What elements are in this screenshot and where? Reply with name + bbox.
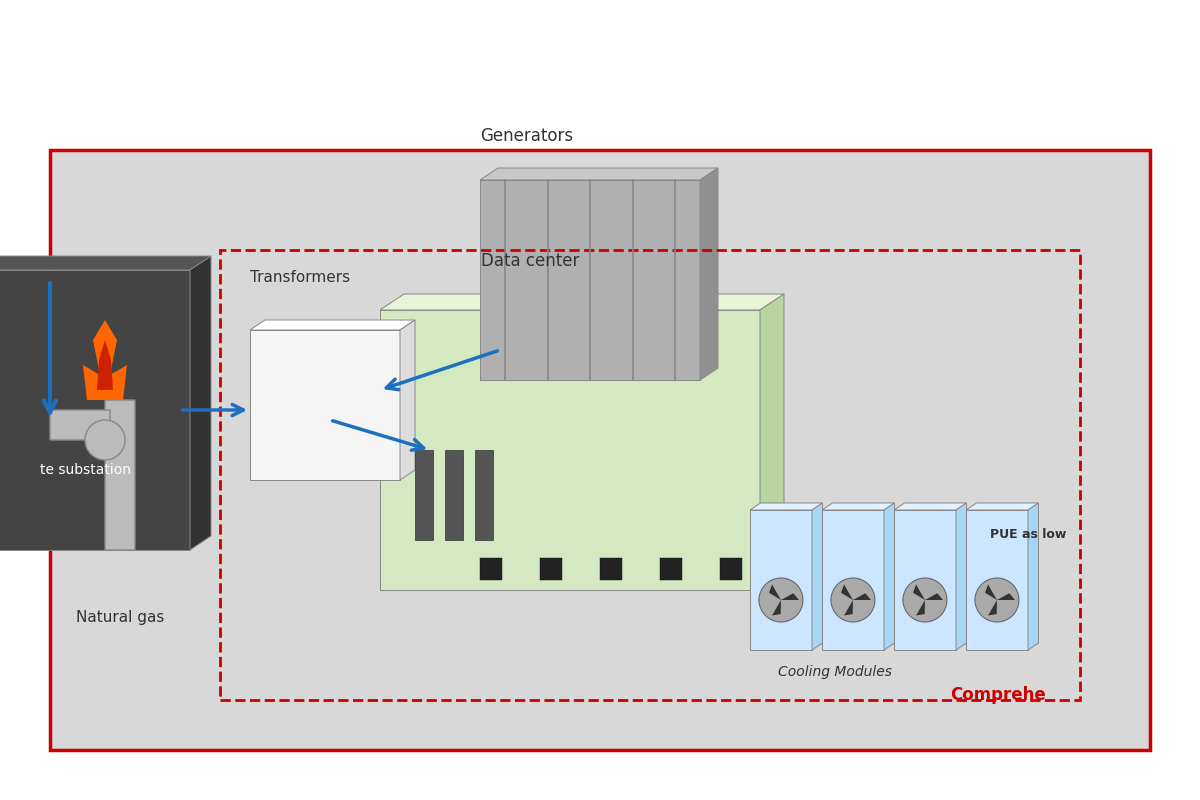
Polygon shape <box>844 600 853 615</box>
Polygon shape <box>956 503 966 650</box>
Circle shape <box>830 578 875 622</box>
Polygon shape <box>916 600 925 615</box>
Bar <box>540 558 562 580</box>
Text: Data center: Data center <box>481 252 580 270</box>
Polygon shape <box>190 256 211 550</box>
Polygon shape <box>750 503 822 510</box>
Polygon shape <box>894 510 956 650</box>
Circle shape <box>85 420 125 460</box>
Polygon shape <box>50 150 1150 750</box>
Polygon shape <box>812 503 822 650</box>
Polygon shape <box>841 585 853 600</box>
Bar <box>480 558 502 580</box>
Text: te substation: te substation <box>40 463 131 477</box>
Polygon shape <box>822 503 894 510</box>
FancyBboxPatch shape <box>106 400 134 550</box>
Polygon shape <box>966 510 1028 650</box>
Polygon shape <box>380 310 760 590</box>
Polygon shape <box>400 320 415 480</box>
Polygon shape <box>988 600 997 615</box>
Polygon shape <box>480 180 700 380</box>
Circle shape <box>974 578 1019 622</box>
Text: Generators: Generators <box>480 127 574 145</box>
Polygon shape <box>415 450 433 540</box>
Polygon shape <box>445 450 463 540</box>
Text: Cooling Modules: Cooling Modules <box>778 665 892 679</box>
Circle shape <box>760 578 803 622</box>
Polygon shape <box>985 585 997 600</box>
Polygon shape <box>0 270 190 550</box>
Polygon shape <box>884 503 894 650</box>
Text: Natural gas: Natural gas <box>76 610 164 625</box>
Text: Comprehe: Comprehe <box>950 686 1045 704</box>
Polygon shape <box>853 594 871 600</box>
Polygon shape <box>250 320 415 330</box>
Polygon shape <box>772 600 781 615</box>
Polygon shape <box>769 585 781 600</box>
Text: PUE as low: PUE as low <box>990 529 1067 542</box>
Polygon shape <box>1028 503 1038 650</box>
Polygon shape <box>83 320 127 400</box>
Polygon shape <box>750 510 812 650</box>
Polygon shape <box>0 256 211 270</box>
Circle shape <box>904 578 947 622</box>
Polygon shape <box>997 594 1015 600</box>
Text: Transformers: Transformers <box>250 270 350 285</box>
FancyBboxPatch shape <box>50 410 110 440</box>
Polygon shape <box>894 503 966 510</box>
Polygon shape <box>966 503 1038 510</box>
Polygon shape <box>822 510 884 650</box>
Bar <box>720 558 742 580</box>
Polygon shape <box>781 594 799 600</box>
Polygon shape <box>380 294 784 310</box>
Polygon shape <box>925 594 943 600</box>
Polygon shape <box>475 450 493 540</box>
Bar <box>600 558 622 580</box>
Bar <box>660 558 682 580</box>
Polygon shape <box>700 168 718 380</box>
Polygon shape <box>913 585 925 600</box>
Polygon shape <box>480 168 718 180</box>
Polygon shape <box>97 340 113 390</box>
Polygon shape <box>250 330 400 480</box>
Polygon shape <box>760 294 784 590</box>
